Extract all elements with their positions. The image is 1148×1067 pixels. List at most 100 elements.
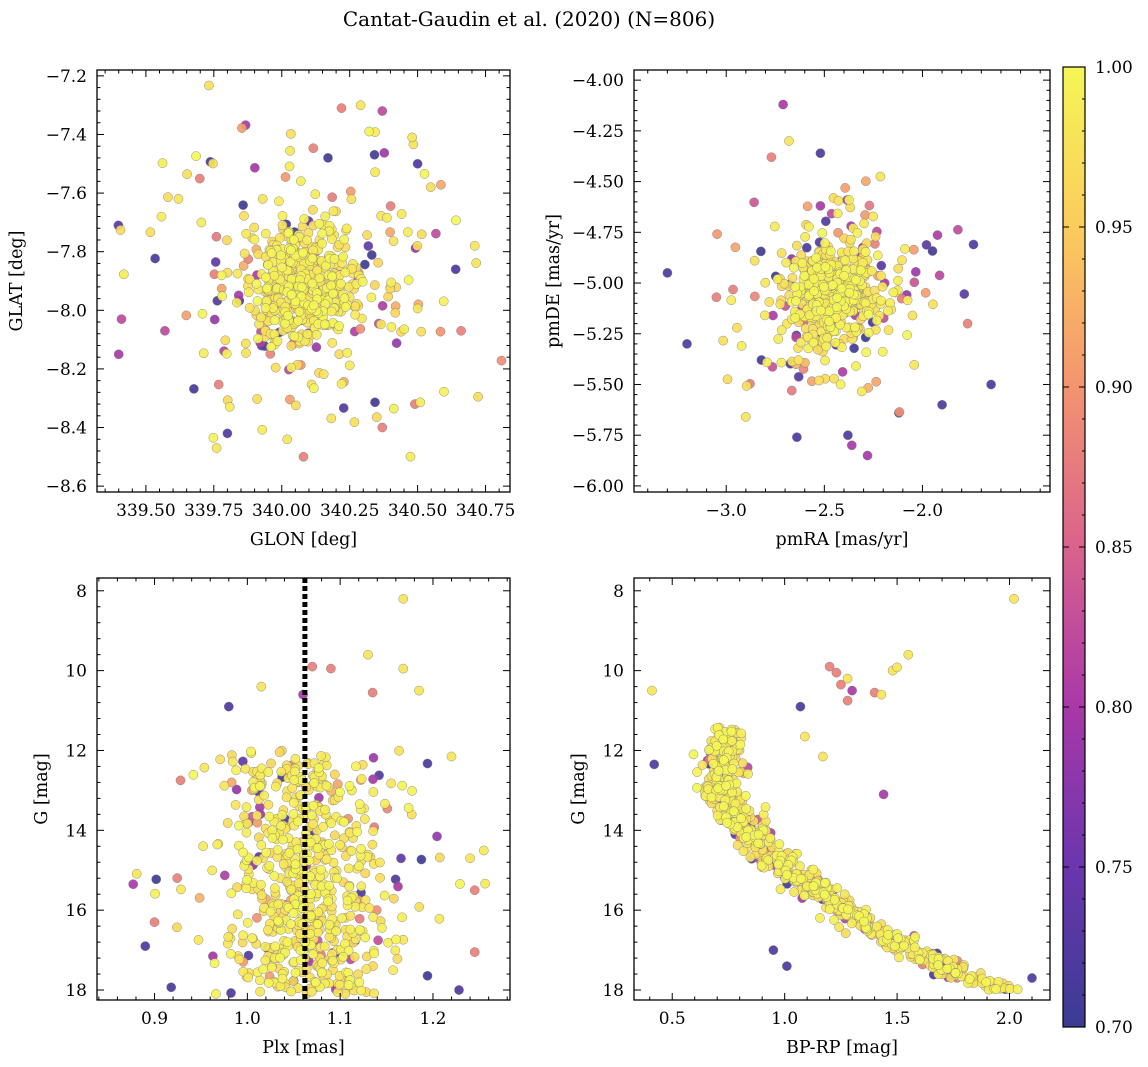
data-point — [815, 201, 826, 211]
data-point — [391, 934, 401, 945]
data-point — [310, 189, 321, 199]
data-point — [928, 299, 938, 310]
data-point — [792, 432, 802, 443]
data-point — [285, 919, 296, 929]
data-point — [238, 200, 248, 210]
data-point — [319, 319, 330, 330]
data-point — [703, 784, 714, 795]
data-point — [375, 857, 385, 868]
data-point — [266, 962, 277, 973]
data-point — [339, 234, 349, 245]
data-point — [839, 270, 850, 281]
data-point — [194, 173, 205, 184]
data-point — [257, 424, 268, 435]
data-point — [991, 984, 1001, 994]
data-point — [298, 451, 309, 462]
data-point — [403, 275, 414, 285]
data-point — [743, 769, 753, 779]
data-point — [289, 766, 300, 777]
data-point — [883, 306, 893, 316]
data-point — [802, 201, 813, 212]
data-point — [781, 257, 792, 268]
data-point — [860, 247, 871, 257]
data-point — [760, 277, 771, 288]
data-point — [819, 282, 829, 292]
data-point — [197, 308, 208, 319]
data-point — [818, 751, 828, 762]
data-point — [242, 918, 253, 928]
data-point — [252, 296, 263, 306]
data-point — [306, 986, 317, 997]
data-point — [233, 840, 244, 851]
data-point — [113, 349, 124, 360]
data-points-sky — [113, 80, 507, 462]
data-point — [242, 875, 252, 885]
data-point — [392, 954, 403, 964]
x-tick-label: 0.9 — [141, 1009, 168, 1029]
data-point — [704, 745, 714, 755]
data-point — [902, 330, 912, 340]
data-point — [211, 231, 222, 242]
data-point — [795, 701, 806, 712]
data-point — [302, 329, 313, 340]
y-tick-label: 12 — [602, 741, 624, 761]
x-axis-label-pm: pmRA [mas/yr] — [776, 530, 909, 550]
data-point — [388, 403, 399, 414]
data-point — [469, 885, 480, 896]
y-tick-label: −7.2 — [46, 67, 87, 87]
data-point — [873, 250, 883, 261]
data-point — [150, 888, 160, 899]
data-point — [258, 964, 269, 975]
data-point — [232, 297, 242, 308]
data-point — [814, 375, 824, 386]
data-point — [238, 261, 249, 271]
data-point — [327, 955, 338, 966]
data-point — [836, 679, 846, 690]
data-point — [340, 302, 351, 312]
data-point — [311, 329, 322, 340]
data-point — [308, 819, 318, 829]
data-point — [260, 955, 271, 966]
data-point — [407, 132, 418, 143]
data-point — [243, 287, 254, 298]
x-tick-label: 339.50 — [116, 501, 175, 521]
x-tick-label: 339.75 — [184, 501, 243, 521]
y-tick-label: 14 — [65, 821, 87, 841]
data-point — [290, 859, 301, 870]
y-tick-label: 16 — [65, 901, 87, 921]
data-point — [323, 896, 334, 907]
data-point — [816, 305, 826, 316]
data-point — [883, 325, 894, 335]
data-point — [208, 158, 218, 169]
data-point — [726, 295, 737, 306]
data-point — [795, 337, 806, 348]
data-point — [308, 143, 319, 153]
y-tick-label: −6.00 — [572, 477, 624, 497]
data-point — [116, 314, 127, 324]
data-point — [446, 751, 457, 762]
colorbar-tick-label: 0.70 — [1095, 1018, 1133, 1038]
data-point — [311, 342, 322, 353]
data-point — [172, 873, 182, 883]
data-point — [726, 726, 737, 737]
data-point — [172, 922, 182, 933]
data-point — [390, 945, 401, 956]
data-point — [312, 919, 323, 930]
data-point — [469, 240, 480, 251]
y-tick-label: −7.6 — [46, 184, 87, 204]
data-point — [288, 908, 299, 919]
y-tick-label: −4.50 — [572, 173, 624, 193]
data-point — [877, 346, 888, 357]
data-point — [741, 412, 751, 422]
data-point — [711, 741, 722, 751]
data-point — [841, 928, 851, 939]
data-point — [284, 848, 295, 858]
data-point — [369, 280, 380, 290]
data-point — [287, 783, 298, 793]
data-point — [345, 910, 356, 921]
data-point — [839, 889, 850, 900]
data-point — [373, 257, 384, 268]
data-point — [267, 833, 278, 843]
data-point — [210, 257, 221, 267]
